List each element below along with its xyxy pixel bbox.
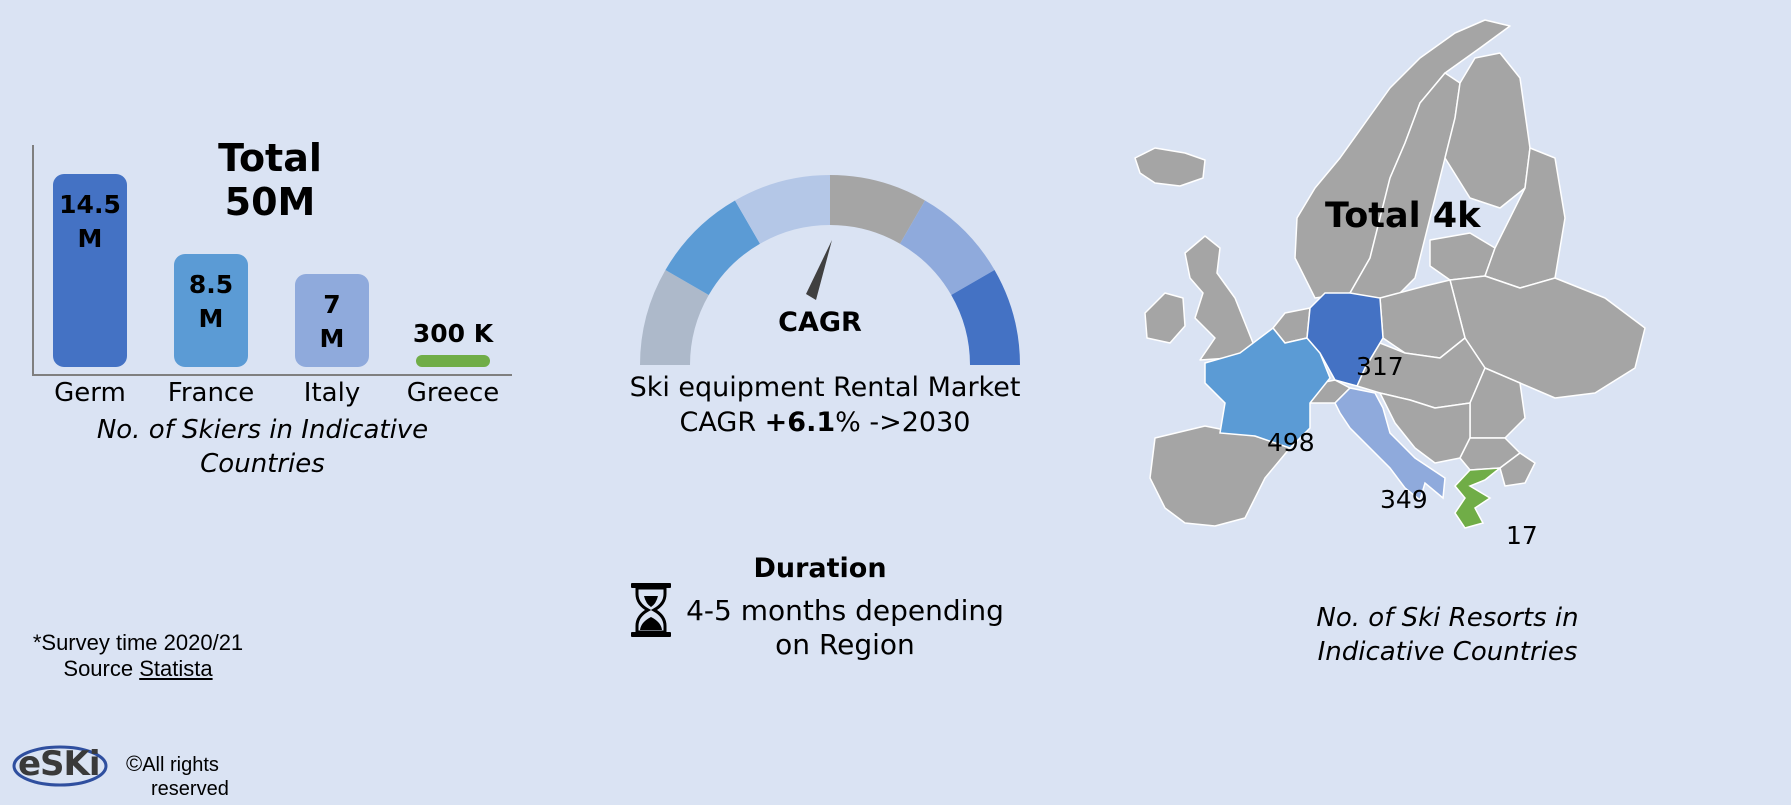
gauge-caption: Ski equipment Rental Market CAGR +6.1% -…	[600, 370, 1050, 440]
gauge-segment	[830, 175, 925, 244]
x-axis-line	[32, 374, 512, 376]
duration-title: Duration	[753, 553, 887, 584]
category-label: France	[167, 378, 255, 408]
category-label: Germ	[54, 378, 126, 408]
bar-value-text: 14.5	[59, 189, 121, 219]
map-greece	[1453, 467, 1503, 529]
survey-note: *Survey time 2020/21 Source Statista	[18, 630, 258, 682]
map-turkey	[1499, 452, 1536, 487]
copyright-line1: ©All rights	[126, 752, 229, 777]
category-label: Greece	[406, 378, 500, 408]
bar-value-text: 7	[323, 289, 341, 319]
map-label-italy: 349	[1380, 485, 1428, 514]
skiers-caption: No. of Skiers in Indicative Countries	[96, 415, 429, 479]
gauge-caption-line2: CAGR +6.1% ->2030	[600, 405, 1050, 440]
map-finland	[1444, 52, 1531, 209]
map-france	[1204, 326, 1331, 449]
gauge-caption-line1: Ski equipment Rental Market	[629, 372, 1021, 403]
bar-value-label: 300 K	[406, 317, 500, 351]
gauge-label: CAGR	[778, 307, 862, 338]
copyright: ©All rights reserved	[126, 752, 229, 801]
map-great-britain	[1184, 235, 1256, 361]
bar-france	[174, 253, 248, 367]
eski-logo: eSKi	[12, 744, 108, 788]
category-label: Italy	[303, 378, 361, 408]
map-germany	[1306, 292, 1384, 387]
europe-map	[1134, 19, 1646, 529]
map-title: Total 4k	[1325, 196, 1481, 236]
bar-value-text: M	[198, 303, 224, 333]
bar-value-text: 300 K	[412, 319, 494, 348]
map-caption: No. of Ski Resorts in Indicative Countri…	[1316, 603, 1579, 667]
y-axis-line	[32, 145, 34, 375]
gauge-segment	[900, 200, 995, 295]
cagr-prefix: CAGR	[679, 407, 765, 438]
map-iceland	[1134, 147, 1206, 187]
duration-text-line1: 4-5 months depending	[686, 594, 1004, 627]
source-line: Source Statista	[18, 656, 258, 682]
bar-germ	[53, 173, 127, 367]
copyright-icon: ©	[126, 751, 143, 776]
bar-italy	[295, 273, 369, 367]
duration-text: 4-5 months depending on Region	[680, 594, 1010, 662]
source-link[interactable]: Statista	[139, 656, 213, 681]
cagr-suffix: % ->2030	[835, 407, 971, 438]
map-baltics	[1429, 232, 1496, 281]
bar-greece	[416, 355, 490, 367]
logo-text: eSKi	[18, 744, 101, 784]
rights-line1: All rights	[142, 754, 219, 776]
gauge-svg	[640, 175, 1020, 365]
map-italy	[1334, 387, 1446, 502]
gauge-segment	[665, 200, 760, 295]
map-label-germany: 317	[1356, 352, 1404, 381]
bar-value-label: 8.5 M	[164, 268, 258, 336]
duration-text-line2: on Region	[775, 628, 915, 661]
bar-value-text: M	[319, 323, 345, 353]
logo-icon	[12, 745, 108, 787]
bar-value-label: 14.5 M	[43, 188, 137, 256]
rights-line2: reserved	[151, 778, 229, 800]
cagr-value: +6.1	[764, 407, 836, 438]
survey-time: *Survey time 2020/21	[32, 630, 244, 655]
map-ireland	[1144, 292, 1186, 344]
skiers-chart-title: Total 50M	[218, 136, 322, 224]
gauge-segment	[640, 270, 709, 365]
gauge-segment	[735, 175, 830, 244]
gauge-segment	[951, 270, 1020, 365]
map-label-greece: 17	[1506, 521, 1538, 550]
bar-value-text: M	[77, 223, 103, 253]
gauge-needle	[806, 240, 832, 300]
source-prefix: Source	[63, 656, 140, 681]
bar-value-text: 8.5	[188, 269, 234, 299]
hourglass-icon	[631, 583, 671, 637]
map-label-france: 498	[1267, 428, 1315, 457]
